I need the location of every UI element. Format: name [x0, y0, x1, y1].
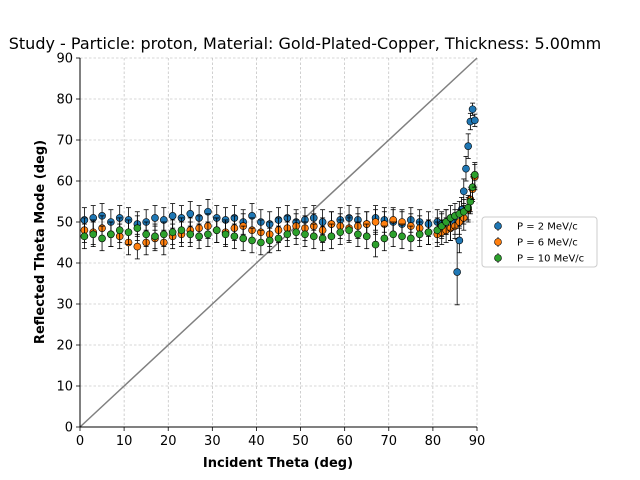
- legend-marker: [494, 238, 502, 246]
- data-point: [186, 210, 195, 218]
- data-point: [177, 226, 186, 234]
- legend-label: P = 10 MeV/c: [517, 254, 584, 265]
- data-point: [168, 228, 177, 237]
- data-point: [468, 105, 477, 114]
- data-point: [248, 236, 256, 245]
- data-point: [354, 230, 362, 239]
- data-point: [371, 218, 380, 226]
- data-point: [424, 228, 433, 237]
- legend-label: P = 6 MeV/c: [517, 238, 578, 249]
- data-point: [455, 236, 464, 245]
- data-point: [389, 230, 397, 239]
- data-point: [336, 228, 345, 237]
- data-point: [133, 224, 142, 232]
- data-point: [168, 212, 177, 220]
- data-point: [142, 230, 150, 239]
- data-point: [204, 230, 212, 239]
- data-point: [230, 232, 239, 241]
- legend-label: P = 2 MeV/c: [517, 222, 578, 233]
- data-point: [345, 226, 353, 234]
- y-tick-label: 90: [56, 52, 73, 67]
- data-point: [380, 234, 389, 243]
- y-tick-label: 10: [56, 380, 73, 395]
- data-point: [415, 230, 424, 239]
- data-point: [115, 226, 124, 234]
- x-tick-label: 40: [248, 434, 265, 449]
- data-point: [124, 228, 133, 237]
- x-tick-label: 10: [116, 434, 133, 449]
- x-tick-label: 70: [381, 434, 398, 449]
- data-point: [459, 187, 468, 196]
- data-point: [186, 230, 195, 239]
- data-point: [221, 230, 230, 239]
- data-point: [265, 236, 274, 245]
- legend-item: P = 10 MeV/c: [494, 253, 584, 265]
- x-tick-label: 0: [76, 434, 84, 449]
- data-point: [462, 164, 470, 173]
- data-point: [212, 226, 221, 234]
- x-tick-label: 80: [425, 434, 442, 449]
- data-point: [318, 234, 327, 243]
- data-point: [292, 228, 300, 237]
- y-tick-label: 60: [56, 175, 73, 190]
- y-ticks: 0 10 20 30 40 50 60 70 80 90: [56, 52, 80, 436]
- x-tick-label: 60: [336, 434, 353, 449]
- data-point: [371, 240, 380, 249]
- y-tick-label: 70: [56, 134, 73, 149]
- legend-marker: [494, 222, 502, 230]
- data-point: [464, 142, 472, 150]
- axes: [79, 58, 477, 428]
- legend-marker: [494, 254, 502, 262]
- data-point: [239, 234, 248, 243]
- data-point: [470, 171, 479, 179]
- data-point: [301, 230, 309, 239]
- x-tick-label: 90: [469, 434, 486, 449]
- series-layer: [80, 102, 479, 306]
- y-tick-label: 80: [56, 93, 73, 108]
- data-point: [398, 232, 406, 241]
- x-axis-label: Incident Theta (deg): [203, 456, 353, 471]
- y-tick-label: 0: [65, 421, 73, 436]
- legend-item: P = 2 MeV/c: [494, 221, 578, 233]
- data-point: [151, 214, 159, 222]
- data-point: [107, 230, 115, 239]
- y-axis-label: Reflected Theta Mode (deg): [33, 140, 48, 344]
- data-point: [283, 230, 292, 239]
- data-point: [133, 242, 142, 251]
- data-point: [80, 232, 89, 241]
- x-ticks: 0 10 20 30 40 50 60 70 80 90: [76, 427, 485, 449]
- y-tick-label: 20: [56, 339, 73, 354]
- y-tick-label: 30: [56, 298, 73, 313]
- y-tick-label: 40: [56, 257, 73, 272]
- data-point: [327, 232, 336, 241]
- chart-title: Study - Particle: proton, Material: Gold…: [9, 34, 601, 53]
- data-point: [407, 234, 415, 243]
- legend-frame: [481, 216, 598, 268]
- data-point: [453, 268, 461, 276]
- data-point: [160, 230, 168, 239]
- data-point: [257, 238, 265, 247]
- data-point: [362, 232, 371, 241]
- data-point: [89, 230, 98, 239]
- legend: P = 2 MeV/c P = 6 MeV/c P = 10 MeV/c: [481, 216, 598, 268]
- data-point: [195, 232, 203, 241]
- x-tick-label: 20: [160, 434, 177, 449]
- data-point: [470, 116, 479, 125]
- y-tick-label: 50: [56, 216, 73, 231]
- x-tick-label: 50: [292, 434, 309, 449]
- data-point: [98, 234, 106, 243]
- x-tick-label: 30: [204, 434, 221, 449]
- data-point: [151, 232, 159, 241]
- data-point: [274, 234, 283, 243]
- data-point: [309, 232, 318, 241]
- series-1: [80, 102, 479, 306]
- series-2: [80, 164, 479, 260]
- series-3: [80, 162, 479, 258]
- legend-item: P = 6 MeV/c: [494, 237, 578, 249]
